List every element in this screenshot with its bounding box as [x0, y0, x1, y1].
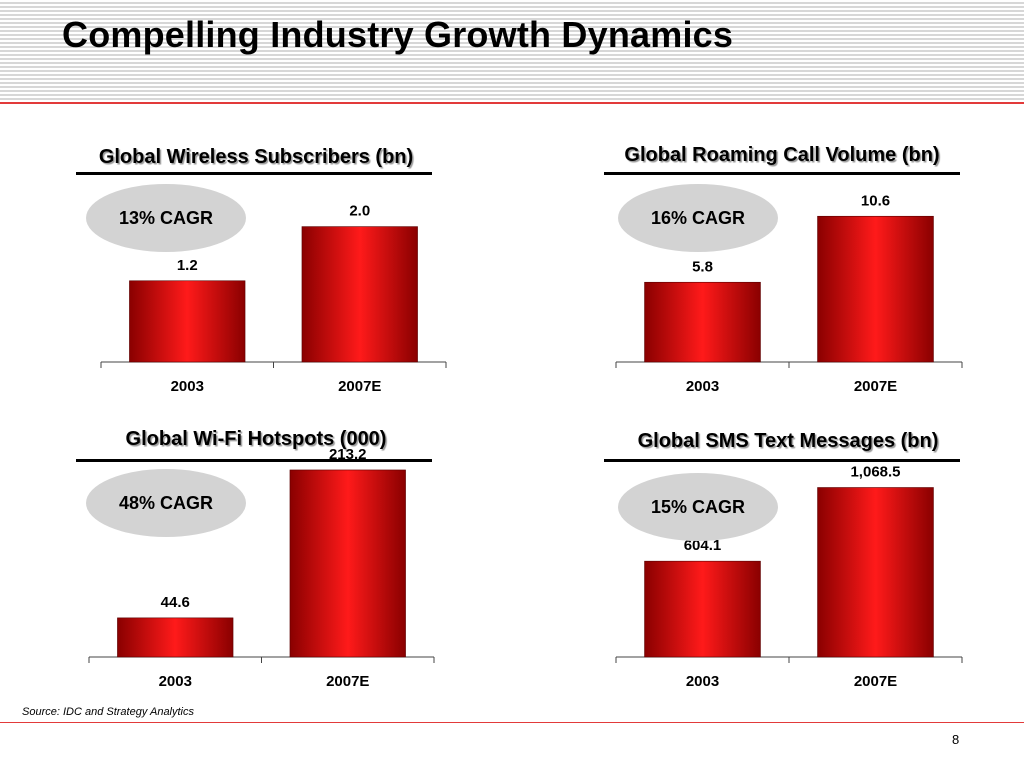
- tick-label: 2003: [686, 378, 719, 395]
- header-rule: [0, 102, 1024, 104]
- bar-chart-svg: 1.2 2003 2.0 2007E 13% CAGR: [86, 184, 447, 395]
- chart-title: Global Roaming Call Volume (bn): [624, 144, 940, 166]
- data-label: 604.1: [684, 537, 722, 554]
- data-label: 1,068.5: [850, 464, 900, 481]
- title-underline: [76, 172, 432, 175]
- page-number: 8: [952, 732, 960, 747]
- header-stripes: [0, 0, 1024, 102]
- data-label: 213.2: [329, 446, 367, 463]
- chart-roaming-call-volume: Global Roaming Call Volume (bn) 5.8 2003 1…: [582, 144, 982, 414]
- source-note: Source: IDC and Strategy Analytics: [22, 706, 195, 718]
- tick-label: 2003: [171, 378, 204, 395]
- bar-chart-svg: 44.6 2003 213.2 2007E 48% CAGR: [86, 446, 435, 690]
- title-underline: [76, 459, 432, 462]
- cagr-oval: [618, 473, 778, 541]
- cagr-label: 48% CAGR: [119, 493, 213, 513]
- tick-label: 2003: [159, 673, 192, 690]
- cagr-label: 13% CAGR: [119, 208, 213, 228]
- chart-wireless-subscribers: Global Wireless Subscribers (bn) 1.2 2003…: [56, 146, 456, 416]
- chart-wifi-hotspots: Global Wi-Fi Hotspots (000) 44.6 2003 213.…: [56, 428, 456, 698]
- data-label: 5.8: [692, 258, 713, 275]
- bar-2003: [644, 560, 761, 658]
- bar-chart-svg: 5.8 2003 10.6 2007E 16% CAGR: [615, 184, 963, 395]
- chart-title: Global Wireless Subscribers (bn): [98, 146, 414, 168]
- tick-label: 2007E: [854, 673, 897, 690]
- bar-2003: [117, 617, 234, 658]
- cagr-label: 15% CAGR: [651, 497, 745, 517]
- tick-label: 2007E: [854, 378, 897, 395]
- data-label: 10.6: [861, 192, 890, 209]
- data-label: 44.6: [161, 594, 190, 611]
- bar-2007E: [289, 469, 406, 658]
- bar-2003: [129, 280, 246, 363]
- chart-title: Global SMS Text Messages (bn): [637, 430, 939, 452]
- cagr-label: 16% CAGR: [651, 208, 745, 228]
- page-title: Compelling Industry Growth Dynamics: [62, 14, 734, 55]
- cagr-oval: [86, 184, 246, 252]
- bar-2003: [644, 281, 761, 363]
- title-underline: [604, 459, 960, 462]
- tick-label: 2003: [686, 673, 719, 690]
- data-label: 2.0: [349, 203, 370, 220]
- title-underline: [604, 172, 960, 175]
- bar-2007E: [817, 487, 934, 658]
- cagr-oval: [618, 184, 778, 252]
- footer-rule: [0, 722, 1024, 723]
- chart-title: Global Wi-Fi Hotspots (000): [125, 428, 387, 450]
- bar-2007E: [817, 215, 934, 363]
- chart-sms-messages: Global SMS Text Messages (bn) 604.1 2003 1…: [588, 430, 988, 700]
- data-label: 1.2: [177, 257, 198, 274]
- tick-label: 2007E: [338, 378, 381, 395]
- bar-chart-svg: 604.1 2003 1,068.5 2007E 15% CAGR: [615, 464, 963, 690]
- bar-2007E: [301, 226, 418, 363]
- cagr-oval: [86, 469, 246, 537]
- tick-label: 2007E: [326, 673, 369, 690]
